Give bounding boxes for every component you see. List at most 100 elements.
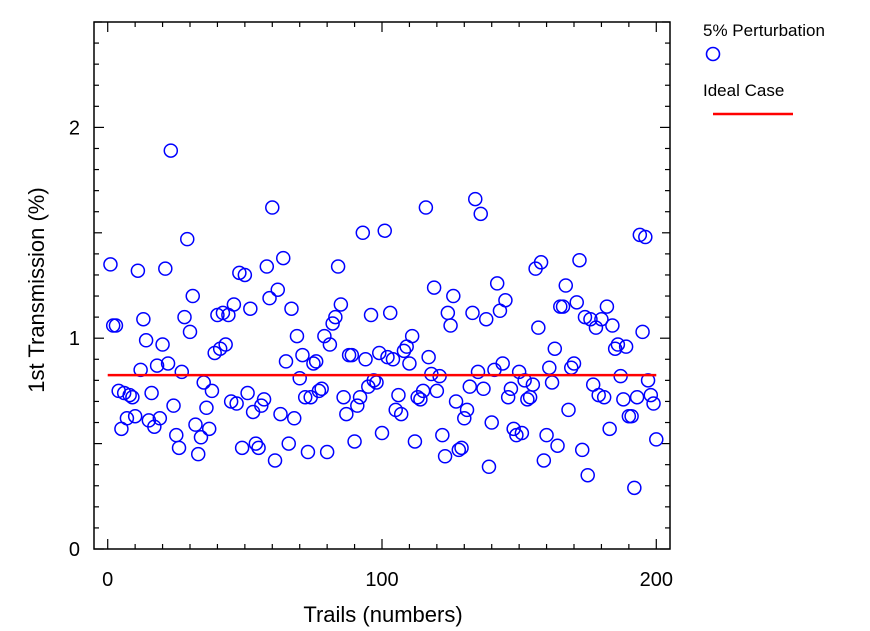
data-point xyxy=(339,406,354,422)
data-point xyxy=(248,436,264,451)
data-point xyxy=(550,438,565,453)
data-point xyxy=(470,364,486,380)
data-point xyxy=(536,453,552,468)
data-point xyxy=(418,200,434,215)
data-point xyxy=(533,255,549,270)
data-point xyxy=(426,280,442,295)
legend: 5% Perturbation Ideal Case xyxy=(703,21,825,116)
data-point xyxy=(624,408,639,424)
data-point xyxy=(125,389,140,405)
data-point xyxy=(325,316,340,331)
data-point xyxy=(201,421,217,437)
data-point xyxy=(229,396,244,411)
data-point xyxy=(160,356,176,371)
data-point xyxy=(459,402,475,418)
data-point xyxy=(240,385,255,401)
data-point xyxy=(605,318,620,333)
data-point xyxy=(308,354,324,369)
data-point xyxy=(553,299,568,314)
data-point xyxy=(218,337,233,352)
data-point xyxy=(292,371,307,386)
data-point xyxy=(429,383,445,399)
data-point xyxy=(539,427,554,443)
data-point xyxy=(382,305,398,321)
data-point xyxy=(465,305,480,321)
data-point xyxy=(610,337,626,352)
data-point xyxy=(234,440,250,456)
data-point xyxy=(457,411,472,426)
data-point xyxy=(564,360,579,375)
data-point xyxy=(476,381,491,397)
data-point xyxy=(421,349,436,365)
data-point xyxy=(158,261,173,276)
data-point xyxy=(358,352,373,367)
data-point xyxy=(514,425,530,441)
data-point xyxy=(254,398,269,413)
data-point xyxy=(273,406,288,422)
data-point xyxy=(311,383,327,399)
data-point xyxy=(646,396,661,411)
data-point xyxy=(629,389,645,405)
data-point xyxy=(259,259,275,274)
data-point xyxy=(278,354,294,369)
data-point xyxy=(226,297,242,312)
data-point xyxy=(385,352,401,367)
data-point xyxy=(352,389,368,405)
data-point xyxy=(478,311,494,327)
data-point xyxy=(555,299,571,314)
data-point xyxy=(594,311,609,327)
data-point xyxy=(498,293,513,308)
data-point xyxy=(542,360,557,375)
data-point xyxy=(152,411,168,426)
data-point xyxy=(182,324,198,340)
data-point xyxy=(627,480,642,496)
data-point xyxy=(374,425,390,441)
data-point xyxy=(188,417,203,432)
legend-label-perturbation: 5% Perturbation xyxy=(703,21,825,40)
data-point xyxy=(391,387,406,403)
y-axis-title: 1st Transmission (%) xyxy=(24,187,49,392)
data-point xyxy=(596,389,612,405)
data-point xyxy=(171,440,187,456)
data-point xyxy=(468,191,483,207)
data-point xyxy=(300,444,316,460)
data-point xyxy=(265,200,280,215)
x-tick-label: 100 xyxy=(365,569,398,591)
data-point xyxy=(547,341,563,356)
data-point xyxy=(531,320,546,335)
data-point xyxy=(199,400,214,416)
data-point xyxy=(448,394,464,409)
data-point xyxy=(105,318,121,333)
data-point xyxy=(336,389,351,405)
data-point xyxy=(196,375,211,390)
data-point xyxy=(607,341,623,356)
data-point xyxy=(103,257,118,272)
data-point xyxy=(649,432,664,447)
data-point xyxy=(163,143,179,158)
data-point xyxy=(618,339,634,354)
data-point xyxy=(462,379,478,394)
data-point xyxy=(525,377,541,392)
data-point xyxy=(127,408,143,424)
data-point xyxy=(396,343,412,359)
data-point xyxy=(267,453,283,468)
data-point xyxy=(506,421,521,437)
data-point xyxy=(503,381,519,397)
data-point xyxy=(333,297,349,312)
data-point xyxy=(251,440,266,456)
data-point xyxy=(243,301,258,316)
y-tick-label: 2 xyxy=(69,117,80,139)
data-point xyxy=(407,434,423,449)
data-point xyxy=(322,337,338,352)
data-point xyxy=(149,358,165,373)
data-point xyxy=(484,415,499,430)
data-point xyxy=(185,288,200,304)
data-point xyxy=(580,467,595,483)
x-tick-label: 0 xyxy=(102,569,113,591)
data-point xyxy=(119,411,135,426)
data-point xyxy=(138,333,154,348)
data-point xyxy=(402,356,417,371)
data-point xyxy=(574,442,590,458)
data-point xyxy=(621,408,637,424)
